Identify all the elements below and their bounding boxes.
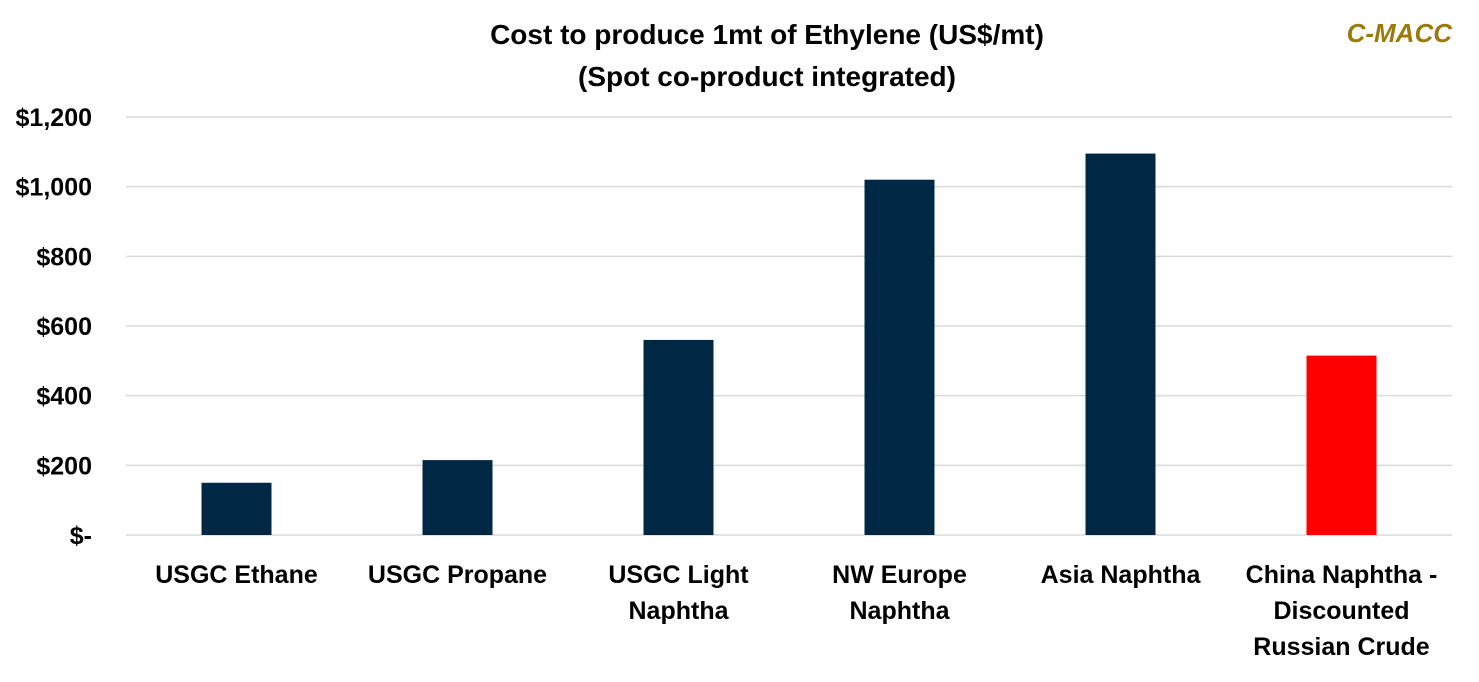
brand-logo-text: C-MACC — [1347, 18, 1454, 48]
chart-title-line-1: Cost to produce 1mt of Ethylene (US$/mt) — [490, 19, 1044, 50]
chart-title-line-2: (Spot co-product integrated) — [578, 61, 956, 92]
x-category-label: Naphtha — [629, 597, 730, 625]
y-tick-label: $1,000 — [16, 174, 92, 202]
x-category-label: Asia Naphtha — [1041, 561, 1202, 589]
bar — [1085, 153, 1156, 535]
bar — [422, 460, 493, 535]
x-category-label: Discounted — [1273, 597, 1409, 625]
x-category-label: USGC Ethane — [155, 561, 318, 589]
bar — [1306, 355, 1377, 535]
y-tick-label: $400 — [36, 383, 92, 411]
y-tick-label: $200 — [36, 452, 92, 480]
gridlines — [126, 116, 1452, 536]
y-tick-label: $- — [70, 522, 92, 550]
y-tick-label: $1,200 — [16, 104, 92, 132]
y-tick-label: $600 — [36, 313, 92, 341]
x-axis-category-labels: USGC Ethane USGC Propane USGC Light Naphtha… — [155, 561, 1437, 661]
x-category-label: USGC Light — [608, 561, 749, 589]
bar — [201, 482, 272, 535]
bars — [201, 153, 1377, 535]
x-category-label: Naphtha — [850, 597, 951, 625]
y-tick-label: $800 — [36, 243, 92, 271]
x-category-label: Russian Crude — [1253, 633, 1430, 661]
bar — [864, 179, 935, 535]
y-axis-tick-labels: $- $200 $400 $600 $800 $1,000 $1,200 — [16, 104, 92, 550]
x-category-label: USGC Propane — [368, 561, 547, 589]
x-category-label: China Naphtha - — [1246, 561, 1438, 589]
x-category-label: NW Europe — [832, 561, 967, 589]
bar — [643, 339, 714, 535]
